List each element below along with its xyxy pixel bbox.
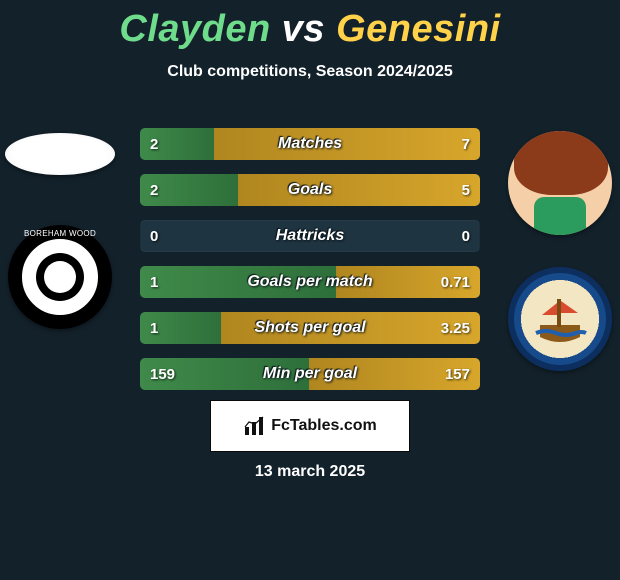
player2-club-badge bbox=[508, 267, 612, 371]
stat-right-value: 0.71 bbox=[431, 266, 480, 298]
title-vs: vs bbox=[282, 8, 325, 50]
brand-logo-icon bbox=[243, 415, 265, 437]
subtitle: Club competitions, Season 2024/2025 bbox=[0, 63, 620, 81]
right-player-column bbox=[500, 123, 620, 371]
player1-club-badge: BOREHAM WOOD bbox=[8, 225, 112, 329]
stat-left-value: 1 bbox=[140, 266, 168, 298]
stat-left-fill bbox=[140, 266, 338, 298]
title-player2: Genesini bbox=[336, 8, 501, 50]
stat-left-value: 2 bbox=[140, 174, 168, 206]
stat-right-value: 3.25 bbox=[431, 312, 480, 344]
stat-row: 25Goals bbox=[140, 174, 480, 206]
stat-label: Hattricks bbox=[140, 220, 480, 252]
stat-right-value: 157 bbox=[435, 358, 480, 390]
stat-left-value: 0 bbox=[140, 220, 168, 252]
stats-bars: 27Matches25Goals00Hattricks10.71Goals pe… bbox=[140, 128, 480, 404]
page-title: Clayden vs Genesini bbox=[0, 8, 620, 51]
player2-portrait bbox=[508, 131, 612, 235]
comparison-card: Clayden vs Genesini Club competitions, S… bbox=[0, 8, 620, 580]
title-player1: Clayden bbox=[119, 8, 270, 50]
stat-right-value: 0 bbox=[452, 220, 480, 252]
ship-icon bbox=[530, 289, 590, 349]
stat-row: 27Matches bbox=[140, 128, 480, 160]
stat-right-fill bbox=[214, 128, 480, 160]
brand-box[interactable]: FcTables.com bbox=[210, 400, 410, 452]
date-text: 13 march 2025 bbox=[0, 463, 620, 481]
stat-row: 13.25Shots per goal bbox=[140, 312, 480, 344]
left-player-column: BOREHAM WOOD bbox=[0, 123, 120, 329]
stat-right-value: 7 bbox=[452, 128, 480, 160]
stat-left-value: 2 bbox=[140, 128, 168, 160]
stat-left-value: 159 bbox=[140, 358, 185, 390]
brand-text: FcTables.com bbox=[271, 417, 377, 435]
stat-row: 10.71Goals per match bbox=[140, 266, 480, 298]
stat-row: 0 0Hattricks bbox=[140, 220, 480, 252]
stat-right-value: 5 bbox=[452, 174, 480, 206]
stat-row: 159157Min per goal bbox=[140, 358, 480, 390]
stat-left-value: 1 bbox=[140, 312, 168, 344]
player1-club-name: BOREHAM WOOD bbox=[24, 229, 96, 238]
stat-right-fill bbox=[238, 174, 480, 206]
player1-portrait bbox=[5, 133, 115, 175]
